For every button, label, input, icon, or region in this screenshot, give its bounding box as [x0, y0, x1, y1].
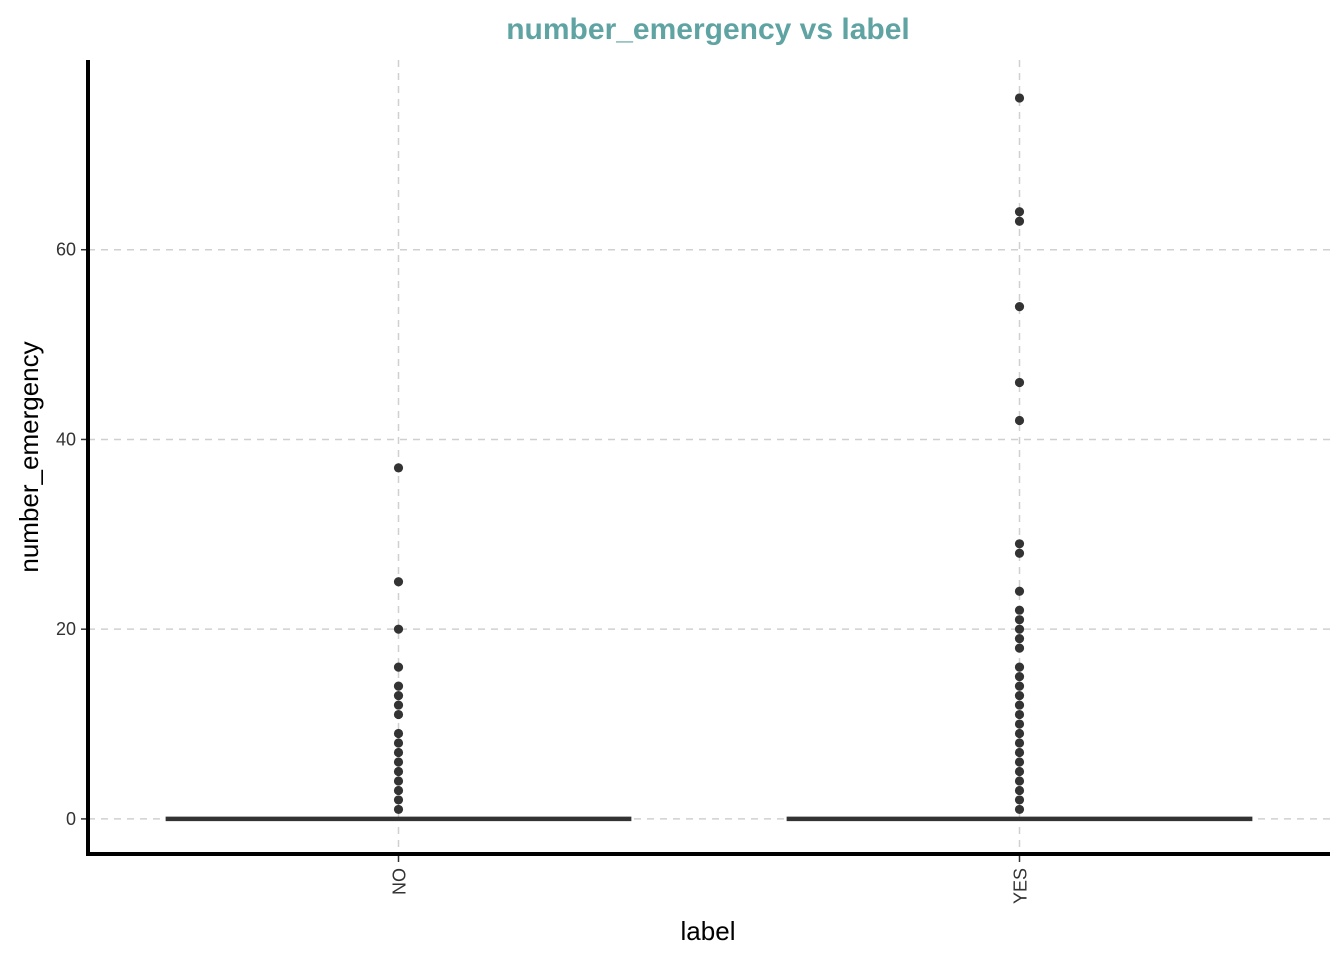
outlier-point	[1014, 795, 1025, 805]
outlier-point	[393, 757, 404, 767]
outlier-points	[393, 93, 1025, 815]
outlier-point	[1014, 662, 1025, 672]
outlier-point	[393, 463, 404, 473]
outlier-point	[1014, 719, 1025, 729]
outlier-point	[393, 738, 404, 748]
y-axis-title: number_emergency	[14, 341, 44, 572]
outlier-point	[393, 766, 404, 777]
outlier-point	[1014, 605, 1025, 615]
outlier-point	[1014, 728, 1025, 739]
y-tick-label: 60	[56, 240, 76, 260]
grid	[88, 60, 1330, 854]
outlier-point	[393, 747, 404, 758]
outlier-point	[1014, 690, 1025, 701]
x-axis-title: label	[681, 916, 736, 946]
outlier-point	[1014, 643, 1025, 653]
outlier-point	[1014, 93, 1025, 103]
outlier-point	[393, 728, 404, 739]
outlier-point	[393, 700, 404, 710]
outlier-point	[1014, 415, 1025, 426]
outlier-point	[393, 624, 404, 634]
outlier-point	[1014, 634, 1025, 644]
chart-title: number_emergency vs label	[506, 13, 910, 46]
outlier-point	[1014, 377, 1025, 388]
outlier-point	[1014, 804, 1025, 815]
outlier-point	[1014, 615, 1025, 625]
y-tick-label: 40	[56, 429, 76, 449]
outlier-point	[393, 681, 404, 691]
outlier-point	[1014, 757, 1025, 767]
x-axis-ticks: NO YES	[390, 856, 1031, 904]
outlier-point	[1014, 548, 1025, 558]
outlier-point	[1014, 216, 1025, 226]
outlier-point	[393, 795, 404, 805]
outlier-point	[393, 804, 404, 815]
outlier-point	[393, 662, 404, 672]
outlier-point	[1014, 776, 1025, 786]
outlier-point	[393, 776, 404, 786]
outlier-point	[1014, 766, 1025, 777]
outlier-point	[1014, 539, 1025, 549]
outlier-point	[393, 785, 404, 796]
outlier-point	[1014, 207, 1025, 217]
outlier-point	[1014, 681, 1025, 691]
x-tick-label: YES	[1011, 868, 1031, 904]
outlier-point	[1014, 747, 1025, 758]
outlier-point	[1014, 672, 1025, 682]
x-tick-label: NO	[390, 868, 410, 895]
y-tick-label: 0	[66, 809, 76, 829]
outlier-point	[1014, 709, 1025, 720]
outlier-point	[393, 577, 404, 587]
outlier-point	[1014, 302, 1025, 312]
outlier-point	[1014, 586, 1025, 596]
outlier-point	[393, 690, 404, 701]
outlier-point	[1014, 785, 1025, 796]
outlier-point	[1014, 624, 1025, 634]
outlier-point	[1014, 700, 1025, 710]
y-tick-label: 20	[56, 619, 76, 639]
outlier-point	[1014, 738, 1025, 748]
outlier-point	[393, 709, 404, 720]
y-axis-ticks: 0 20 40 60	[56, 240, 86, 829]
